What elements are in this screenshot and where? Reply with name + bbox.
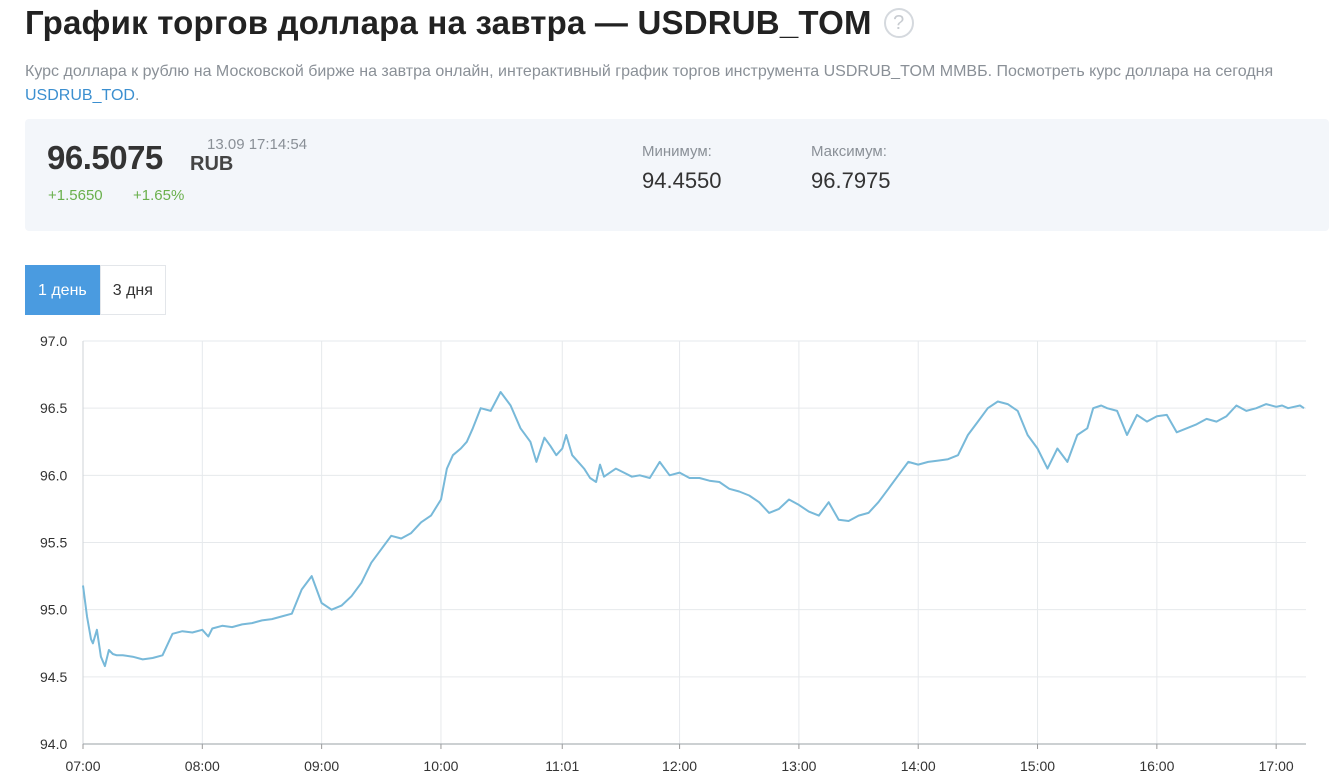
current-price: 96.5075 — [47, 139, 163, 176]
min-label: Минимум: — [642, 143, 712, 160]
price-currency: RUB — [190, 153, 234, 175]
change-absolute: +1.5650 — [48, 187, 103, 204]
tab-1-day[interactable]: 1 день — [25, 265, 100, 315]
y-tick-label: 97.0 — [40, 333, 67, 349]
price-series-line — [82, 391, 1305, 668]
page-description: Курс доллара к рублю на Московской бирже… — [25, 60, 1305, 108]
x-tick-label: 11:01 — [545, 758, 579, 774]
y-tick-label: 94.0 — [40, 736, 67, 752]
x-tick-label: 10:00 — [423, 758, 458, 774]
usdrub-tod-link[interactable]: USDRUB_TOD — [25, 87, 135, 104]
min-value: 94.4550 — [642, 168, 722, 193]
help-icon[interactable]: ? — [883, 8, 914, 38]
y-tick-label: 95.5 — [40, 535, 67, 551]
y-tick-label: 96.5 — [40, 400, 67, 416]
x-tick-label: 08:00 — [185, 758, 220, 774]
period-tabs: 1 день 3 дня — [25, 265, 166, 315]
change-percent: +1.65% — [133, 187, 185, 204]
quote-panel: 96.5075 RUB 13.09 17:14:54 +1.5650 +1.65… — [25, 119, 1329, 231]
x-tick-label: 07:00 — [65, 758, 100, 774]
tab-3-days[interactable]: 3 дня — [99, 265, 166, 315]
title-row: График торгов доллара на завтра — USDRUB… — [25, 4, 914, 42]
page-title: График торгов доллара на завтра — USDRUB… — [25, 4, 872, 41]
max-label: Максимум: — [811, 143, 887, 160]
x-tick-label: 13:00 — [781, 758, 816, 774]
max-value: 96.7975 — [811, 168, 891, 193]
x-tick-label: 15:00 — [1020, 758, 1055, 774]
x-tick-label: 16:00 — [1139, 758, 1174, 774]
y-tick-label: 95.0 — [40, 602, 67, 618]
x-tick-label: 14:00 — [901, 758, 936, 774]
price-line-chart[interactable]: 94.0 94.5 95.0 95.5 96.0 96.5 97.0 07:00 08:00 09… — [0, 320, 1331, 777]
description-text: Курс доллара к рублю на Московской бирже… — [25, 63, 1274, 80]
y-tick-label: 96.0 — [40, 467, 67, 483]
description-end: . — [134, 87, 140, 104]
quote-timestamp: 13.09 17:14:54 — [207, 136, 308, 153]
x-tick-label: 09:00 — [304, 758, 339, 774]
x-tick-label: 12:00 — [662, 758, 697, 774]
x-tick-label: 17:00 — [1259, 758, 1294, 774]
y-tick-label: 94.5 — [40, 669, 67, 685]
